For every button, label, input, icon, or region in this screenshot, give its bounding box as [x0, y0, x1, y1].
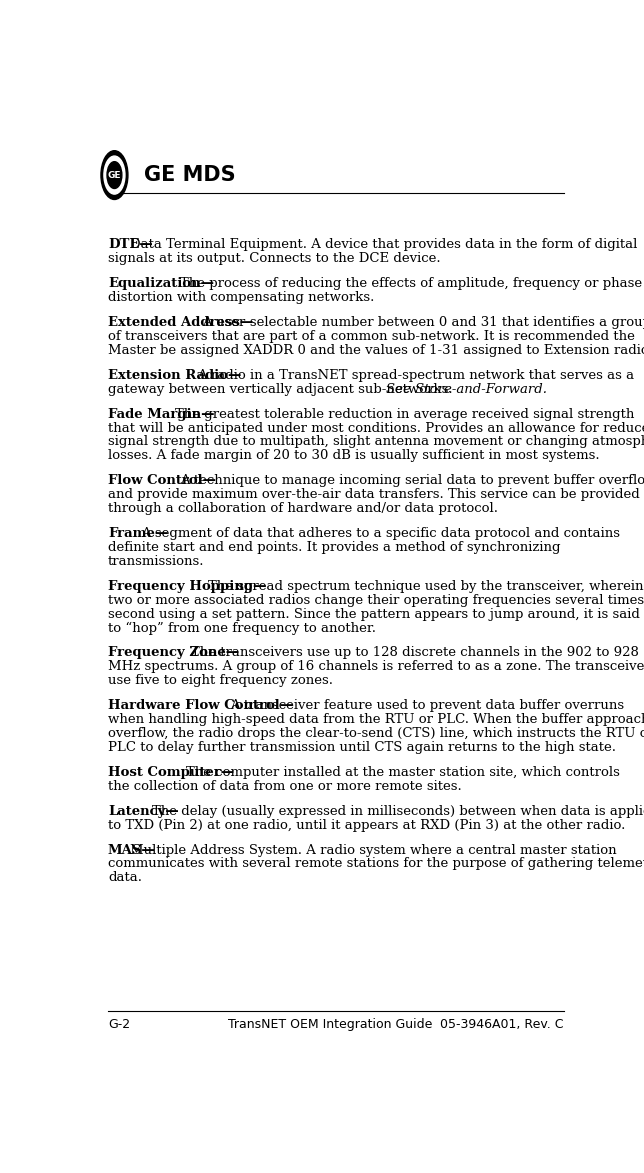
- Text: losses. A fade margin of 20 to 30 dB is usually sufficient in most systems.: losses. A fade margin of 20 to 30 dB is …: [108, 449, 600, 462]
- Text: A transceiver feature used to prevent data buffer overruns: A transceiver feature used to prevent da…: [230, 699, 624, 712]
- Text: GE MDS: GE MDS: [144, 165, 236, 185]
- Circle shape: [107, 162, 122, 189]
- Text: signal strength due to multipath, slight antenna movement or changing atmospheri: signal strength due to multipath, slight…: [108, 435, 644, 448]
- Text: Frequency Zone—: Frequency Zone—: [108, 646, 239, 659]
- Text: Flow Control—: Flow Control—: [108, 474, 216, 488]
- Text: Extended Address—: Extended Address—: [108, 317, 253, 330]
- Text: The process of reducing the effects of amplitude, frequency or phase: The process of reducing the effects of a…: [180, 277, 642, 290]
- Text: Fade Margin—: Fade Margin—: [108, 408, 214, 421]
- Text: The delay (usually expressed in milliseconds) between when data is applied: The delay (usually expressed in millisec…: [153, 805, 644, 818]
- Text: overflow, the radio drops the clear-to-send (CTS) line, which instructs the RTU : overflow, the radio drops the clear-to-s…: [108, 727, 644, 740]
- Text: Hardware Flow Control—: Hardware Flow Control—: [108, 699, 293, 712]
- Text: that will be anticipated under most conditions. Provides an allowance for reduce: that will be anticipated under most cond…: [108, 421, 644, 435]
- Text: distortion with compensating networks.: distortion with compensating networks.: [108, 291, 374, 304]
- Text: when handling high-speed data from the RTU or PLC. When the buffer approaches: when handling high-speed data from the R…: [108, 713, 644, 726]
- Text: and provide maximum over-the-air data transfers. This service can be provided: and provide maximum over-the-air data tr…: [108, 488, 639, 501]
- Text: Latency—: Latency—: [108, 805, 178, 818]
- Text: The transceivers use up to 128 discrete channels in the 902 to 928: The transceivers use up to 128 discrete …: [191, 646, 639, 659]
- Text: the collection of data from one or more remote sites.: the collection of data from one or more …: [108, 780, 462, 793]
- Text: data.: data.: [108, 872, 142, 884]
- Text: A user-selectable number between 0 and 31 that identifies a group: A user-selectable number between 0 and 3…: [202, 317, 644, 330]
- Text: use five to eight frequency zones.: use five to eight frequency zones.: [108, 674, 333, 687]
- Text: 05-3946A01, Rev. C: 05-3946A01, Rev. C: [440, 1018, 564, 1031]
- Circle shape: [104, 156, 125, 194]
- Text: gateway between vertically adjacent sub-networks.: gateway between vertically adjacent sub-…: [108, 382, 457, 395]
- Text: The spread spectrum technique used by the transceiver, wherein: The spread spectrum technique used by th…: [208, 579, 643, 592]
- Text: PLC to delay further transmission until CTS again returns to the high state.: PLC to delay further transmission until …: [108, 740, 616, 754]
- Text: A technique to manage incoming serial data to prevent buffer overflow: A technique to manage incoming serial da…: [180, 474, 644, 488]
- Text: of transceivers that are part of a common sub-network. It is recommended the: of transceivers that are part of a commo…: [108, 330, 635, 343]
- Text: The computer installed at the master station site, which controls: The computer installed at the master sta…: [185, 766, 620, 779]
- Text: through a collaboration of hardware and/or data protocol.: through a collaboration of hardware and/…: [108, 502, 498, 515]
- Text: definite start and end points. It provides a method of synchronizing: definite start and end points. It provid…: [108, 541, 560, 554]
- Text: MAS—: MAS—: [108, 843, 156, 856]
- Text: G-2: G-2: [108, 1018, 130, 1031]
- Text: GE: GE: [108, 170, 121, 179]
- Text: DTE—: DTE—: [108, 238, 153, 251]
- Text: TransNET OEM Integration Guide: TransNET OEM Integration Guide: [228, 1018, 432, 1031]
- Circle shape: [101, 150, 128, 199]
- Text: communicates with several remote stations for the purpose of gathering telemetry: communicates with several remote station…: [108, 857, 644, 870]
- Text: Frame—: Frame—: [108, 527, 168, 540]
- Text: to “hop” from one frequency to another.: to “hop” from one frequency to another.: [108, 622, 376, 635]
- Text: to TXD (Pin 2) at one radio, until it appears at RXD (Pin 3) at the other radio.: to TXD (Pin 2) at one radio, until it ap…: [108, 819, 625, 832]
- Text: Data Terminal Equipment. A device that provides data in the form of digital: Data Terminal Equipment. A device that p…: [130, 238, 638, 251]
- Text: second using a set pattern. Since the pattern appears to jump around, it is said: second using a set pattern. Since the pa…: [108, 608, 640, 621]
- Text: signals at its output. Connects to the DCE device.: signals at its output. Connects to the D…: [108, 252, 440, 265]
- Text: Multiple Address System. A radio system where a central master station: Multiple Address System. A radio system …: [130, 843, 617, 856]
- Text: Extension Radio—: Extension Radio—: [108, 369, 242, 382]
- Text: A segment of data that adheres to a specific data protocol and contains: A segment of data that adheres to a spec…: [141, 527, 620, 540]
- Text: The greatest tolerable reduction in average received signal strength: The greatest tolerable reduction in aver…: [175, 408, 634, 421]
- Text: Master be assigned XADDR 0 and the values of 1-31 assigned to Extension radios.: Master be assigned XADDR 0 and the value…: [108, 344, 644, 357]
- Text: Frequency Hopping—: Frequency Hopping—: [108, 579, 267, 592]
- Text: Equalization—: Equalization—: [108, 277, 214, 290]
- Text: Host Computer—: Host Computer—: [108, 766, 234, 779]
- Text: MHz spectrums. A group of 16 channels is referred to as a zone. The transceivers: MHz spectrums. A group of 16 channels is…: [108, 660, 644, 673]
- Text: See Store-and-Forward.: See Store-and-Forward.: [386, 382, 547, 395]
- Text: transmissions.: transmissions.: [108, 555, 204, 568]
- Text: two or more associated radios change their operating frequencies several times p: two or more associated radios change the…: [108, 594, 644, 606]
- Text: A radio in a TransNET spread-spectrum network that serves as a: A radio in a TransNET spread-spectrum ne…: [197, 369, 634, 382]
